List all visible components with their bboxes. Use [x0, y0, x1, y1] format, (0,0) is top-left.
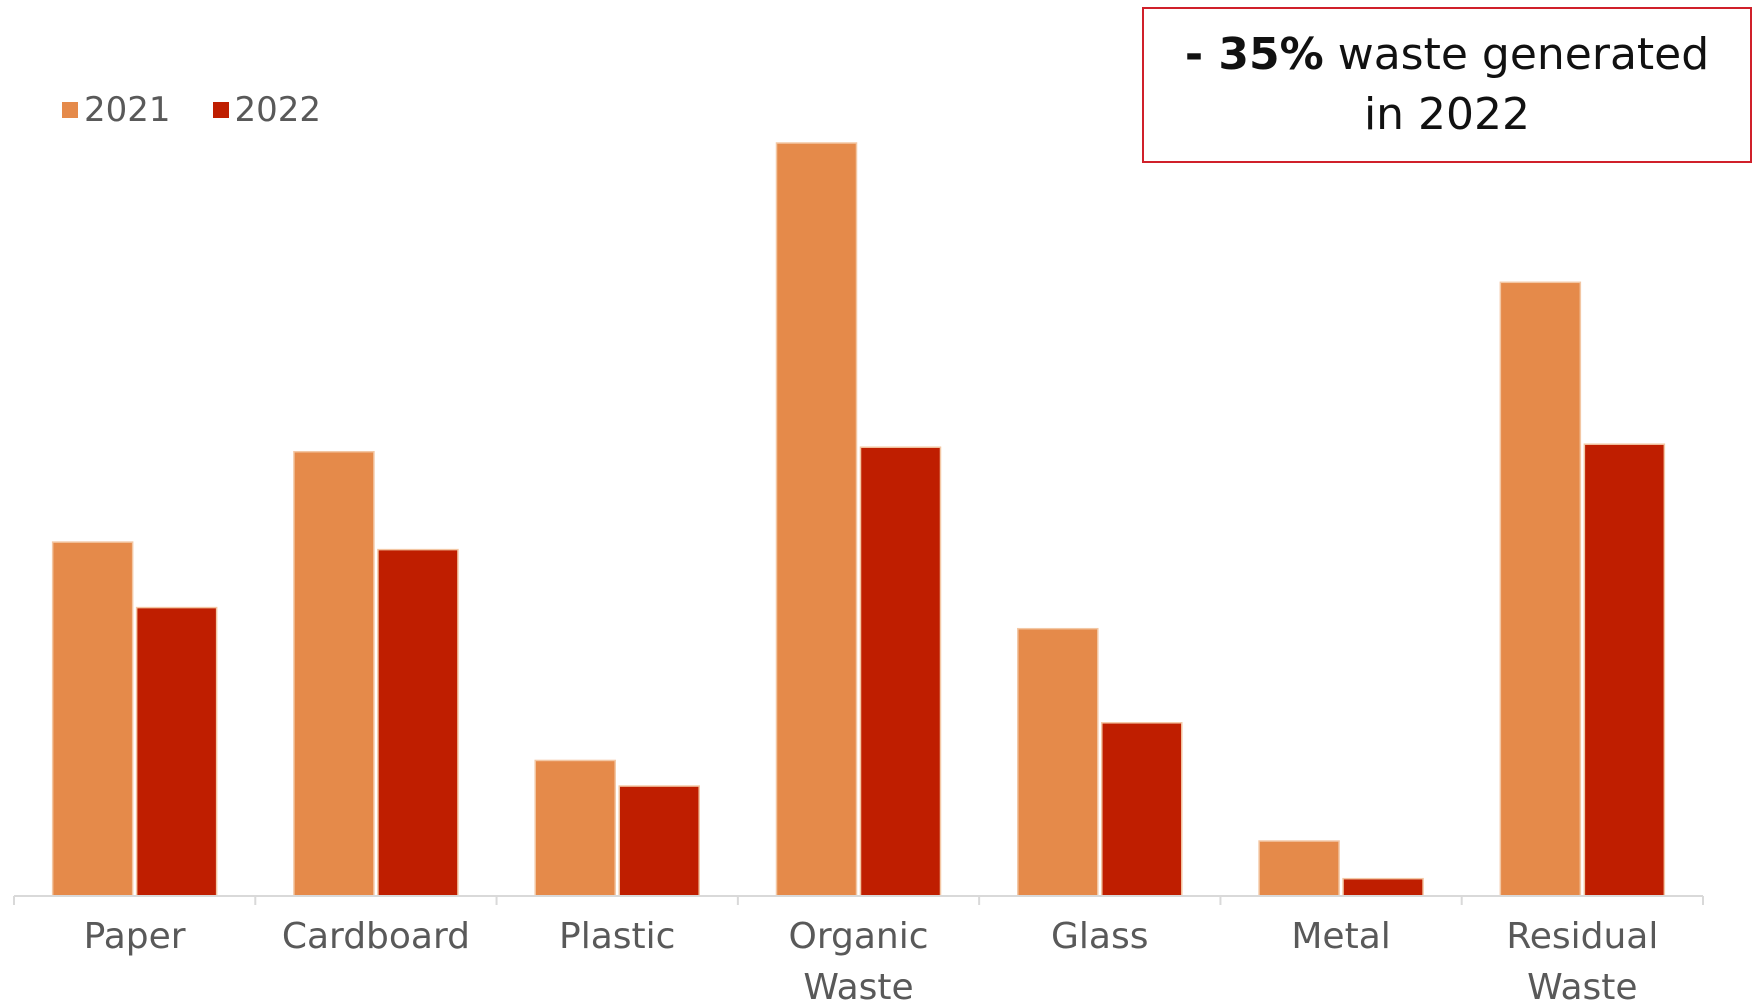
bar-2021-plastic — [534, 759, 616, 897]
callout-line-1: - 35% waste generated — [1185, 25, 1709, 85]
bar-2022-metal — [1342, 877, 1424, 897]
tick-label-line: Residual — [1506, 916, 1658, 957]
bar-2022-organic-waste — [859, 446, 942, 897]
bar-2021-glass — [1017, 627, 1099, 897]
bar-2021-residual-waste — [1499, 281, 1582, 897]
bar-2022-paper — [135, 606, 218, 897]
tick-label-line: Metal — [1291, 916, 1390, 957]
tick-label-paper: Paper — [84, 916, 186, 957]
legend-swatch-2021 — [62, 102, 78, 118]
legend-item-2022: 2022 — [212, 90, 322, 130]
tick-label-plastic: Plastic — [559, 916, 675, 957]
bar-2021-cardboard — [293, 450, 375, 897]
callout-text: waste generated — [1323, 29, 1710, 80]
tick-label-metal: Metal — [1291, 916, 1390, 957]
tick-label-organic-waste: Organic Waste — [788, 916, 928, 1006]
tick-label-line: Paper — [84, 916, 186, 957]
legend-swatch-2022 — [212, 102, 229, 118]
bar-2021-organic-waste — [775, 142, 858, 897]
tick-label-line: Waste — [1527, 967, 1637, 1006]
bar-2021-paper — [51, 541, 134, 897]
category-tick-labels: Paper Cardboard Plastic Organic Waste Glass Me… — [84, 916, 1659, 1006]
tick-label-line: Cardboard — [282, 916, 470, 957]
tick-label-residual-waste: Residual Waste — [1506, 916, 1658, 1006]
tick-label-line: Organic — [788, 916, 928, 957]
tick-label-glass: Glass — [1051, 916, 1148, 957]
callout-percentage: - 35% — [1184, 29, 1324, 80]
category-axis — [13, 895, 1704, 905]
bar-2022-cardboard — [377, 548, 459, 897]
legend: 2021 2022 — [62, 90, 321, 130]
summary-callout-box: - 35% waste generated in 2022 — [1142, 7, 1752, 163]
tick-label-line: Plastic — [559, 916, 675, 957]
legend-item-2021: 2021 — [62, 90, 171, 130]
bars-group — [51, 142, 1666, 897]
bar-2022-plastic — [618, 785, 700, 897]
legend-label-2022: 2022 — [234, 90, 322, 130]
bar-2022-glass — [1101, 722, 1183, 897]
bar-2022-residual-waste — [1583, 443, 1666, 897]
tick-label-line: Waste — [803, 967, 913, 1006]
legend-label-2021: 2021 — [84, 90, 171, 130]
bar-2021-metal — [1258, 840, 1340, 897]
callout-line-2: in 2022 — [1363, 89, 1531, 140]
tick-label-line: Glass — [1051, 916, 1148, 957]
tick-label-cardboard: Cardboard — [282, 916, 470, 957]
